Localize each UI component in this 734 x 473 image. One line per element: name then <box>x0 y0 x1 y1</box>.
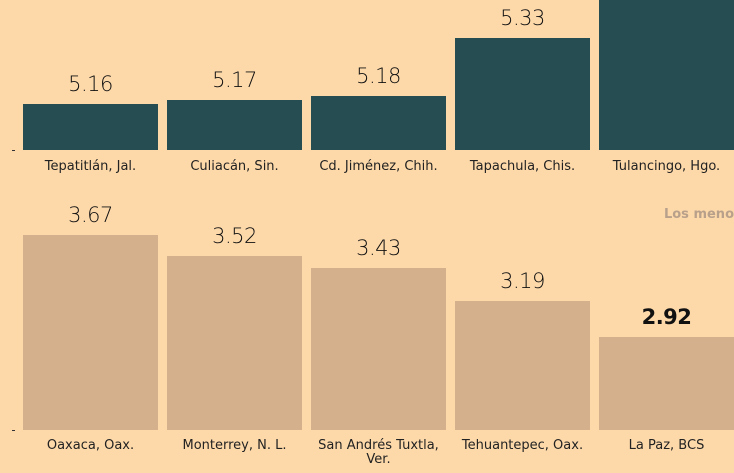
value-label: 2.92 <box>641 305 692 330</box>
bar <box>167 255 302 430</box>
x-tick-label: Oaxaca, Oax. <box>46 438 135 453</box>
bar <box>599 0 734 150</box>
annotation: Los meno <box>663 207 734 222</box>
x-tick-label: Tehuantepec, Oax. <box>461 438 584 453</box>
x-tick-label: Culiacán, Sin. <box>190 159 279 174</box>
bar <box>23 103 158 150</box>
value-label: 3.67 <box>68 203 113 228</box>
x-tick-label: San Andrés Tuxtla, Ver. <box>318 438 439 467</box>
x-tick-label: Tulancingo, Hgo. <box>612 159 721 174</box>
bar <box>23 235 158 430</box>
value-label: 5.33 <box>500 6 545 31</box>
value-label: 5.16 <box>68 71 113 96</box>
x-tick-label: Tapachula, Chis. <box>469 159 576 174</box>
value-label: 3.19 <box>500 268 545 293</box>
axis-tick <box>12 430 15 431</box>
x-tick-label: Cd. Jiménez, Chih. <box>319 159 438 174</box>
x-tick-label: Monterrey, N. L. <box>182 438 287 453</box>
value-label: 3.43 <box>356 236 401 261</box>
value-label: 5.18 <box>356 64 401 89</box>
value-label: 5.17 <box>212 68 257 92</box>
bar <box>599 337 734 430</box>
axis-tick <box>12 150 15 151</box>
bar <box>167 100 302 150</box>
bar <box>455 300 590 430</box>
bar <box>311 96 446 150</box>
value-label: 3.52 <box>212 223 257 248</box>
bar <box>311 268 446 430</box>
bar <box>455 38 590 150</box>
x-tick-label: La Paz, BCS <box>628 438 705 453</box>
x-tick-label: Tepatitlán, Jal. <box>44 159 137 174</box>
